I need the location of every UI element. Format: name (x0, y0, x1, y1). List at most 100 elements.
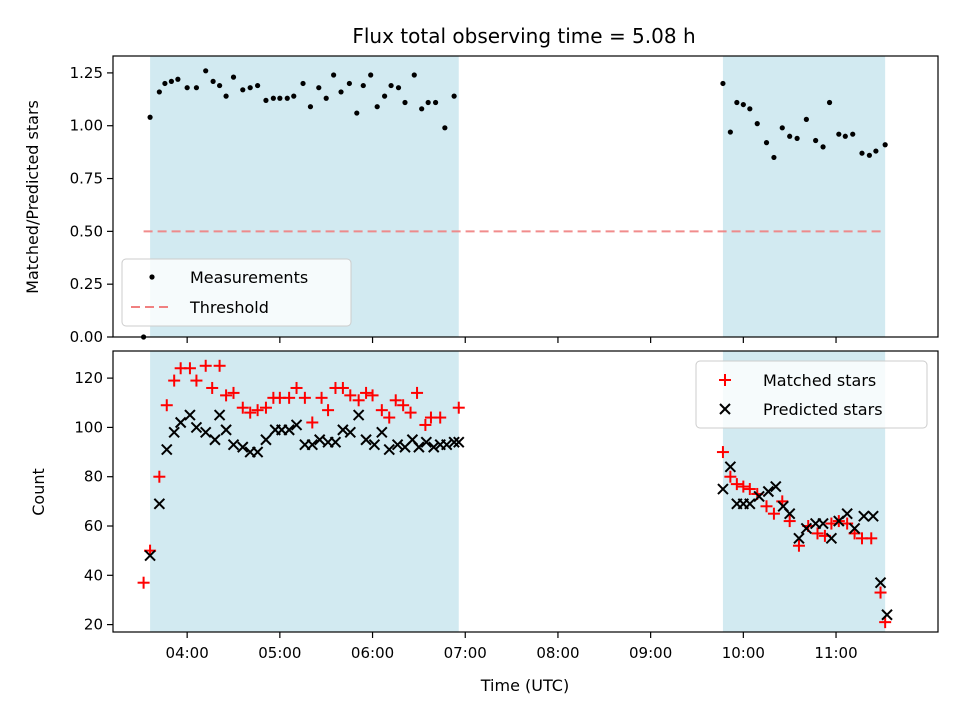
x-tick-label: 05:00 (258, 644, 301, 662)
measurement-point (368, 72, 374, 78)
measurement-point (263, 97, 269, 103)
matched-star-point (190, 374, 203, 387)
measurement-point (323, 95, 329, 101)
chart-title: Flux total observing time = 5.08 h (352, 24, 695, 48)
top-y-tick-label: 1.25 (70, 64, 103, 82)
measurement-point (193, 85, 200, 91)
predicted-star-point (874, 576, 887, 589)
matched-star-point (251, 404, 264, 417)
x-tick-label: 11:00 (814, 644, 857, 662)
legend-matched-label: Matched stars (763, 371, 876, 390)
measurement-point (842, 133, 848, 139)
measurement-point (794, 135, 800, 141)
measurement-point (284, 95, 290, 101)
measurement-point (882, 142, 888, 148)
measurement-point (255, 82, 261, 89)
matched-star-point (283, 391, 296, 404)
measurement-point (388, 82, 394, 89)
predicted-star-point (724, 461, 737, 473)
measurement-point (859, 150, 865, 156)
predicted-star-point (783, 507, 796, 520)
matched-star-point (336, 381, 349, 394)
predicted-star-point (290, 419, 303, 431)
measurement-point (147, 114, 153, 120)
x-tick-label: 09:00 (629, 644, 672, 662)
predicted-star-point (817, 517, 829, 530)
matched-star-point (389, 394, 402, 407)
matched-star-point (874, 586, 887, 599)
predicted-star-point (251, 446, 264, 458)
matched-star-point (360, 386, 373, 399)
top-legend: Measurements Threshold (121, 258, 352, 327)
measurement-point (217, 82, 223, 89)
measurement-point (307, 104, 314, 110)
measurement-point (210, 78, 216, 84)
x-axis-label: Time (UTC) (480, 676, 569, 695)
matched-star-point (298, 391, 311, 404)
measurement-point (354, 110, 360, 116)
bottom-legend-box (695, 360, 928, 429)
matched-star-point (767, 507, 780, 520)
measurement-point (300, 80, 306, 87)
measurement-point (162, 80, 168, 87)
predicted-star-point (881, 609, 893, 621)
measurement-point (850, 131, 856, 137)
predicted-star-point (352, 409, 365, 421)
measurement-point (184, 85, 190, 91)
measurement-point (230, 74, 237, 80)
matched-star-point (452, 401, 465, 414)
measurement-point (346, 80, 352, 87)
predicted-star-point (329, 436, 342, 448)
bottom-y-tick-label: 40 (84, 566, 103, 584)
matched-star-point (322, 404, 335, 417)
top-shaded-interval (722, 56, 886, 337)
x-tick-label: 07:00 (444, 644, 487, 662)
matched-star-point (352, 394, 365, 407)
measurement-point (747, 106, 753, 112)
measurement-point (763, 140, 770, 146)
matched-star-point (716, 446, 729, 459)
bottom-legend: Matched stars Predicted stars (695, 360, 928, 429)
top-y-tick-label: 0.75 (70, 170, 103, 188)
predicted-star-point (199, 426, 212, 439)
matched-star-point (236, 401, 249, 414)
predicted-star-point (161, 443, 173, 456)
measurement-point (168, 78, 174, 84)
measurement-point (451, 93, 457, 99)
predicted-star-point (344, 426, 357, 439)
measurement-point (291, 93, 297, 99)
matched-star-point (792, 539, 805, 552)
matched-star-point (737, 480, 750, 493)
predicted-star-point (448, 436, 460, 448)
predicted-star-point (227, 438, 240, 451)
top-y-axis-label: Matched/Predicted stars (23, 100, 42, 294)
predicted-star-point (260, 434, 272, 446)
bottom-y-tick-label: 120 (74, 369, 103, 387)
measurement-point (727, 129, 733, 135)
matched-star-point (160, 399, 173, 412)
matched-star-point (306, 416, 319, 429)
x-tick-label: 06:00 (351, 644, 394, 662)
legend-predicted-marker (719, 403, 731, 415)
measurement-point (734, 99, 740, 106)
predicted-star-point (848, 522, 861, 535)
measurement-point (338, 89, 344, 95)
predicted-star-point (306, 438, 319, 451)
measurement-point (360, 82, 366, 89)
matched-star-point (213, 359, 226, 372)
matched-star-point (383, 411, 396, 424)
predicted-star-point (314, 434, 326, 446)
legend-predicted-label: Predicted stars (763, 400, 883, 419)
matched-star-point (183, 362, 196, 375)
predicted-star-point (793, 532, 805, 545)
top-y-tick-label: 1.00 (70, 117, 103, 135)
bottom-y-tick-label: 100 (74, 418, 103, 436)
matched-star-point (783, 515, 796, 528)
legend-threshold-label: Threshold (189, 298, 269, 317)
predicted-star-point (376, 426, 388, 439)
legend-measurements-marker (149, 274, 155, 280)
predicted-star-point (237, 441, 249, 453)
predicted-star-point (858, 510, 870, 522)
measurement-point (175, 76, 181, 82)
matched-star-point (760, 500, 773, 513)
